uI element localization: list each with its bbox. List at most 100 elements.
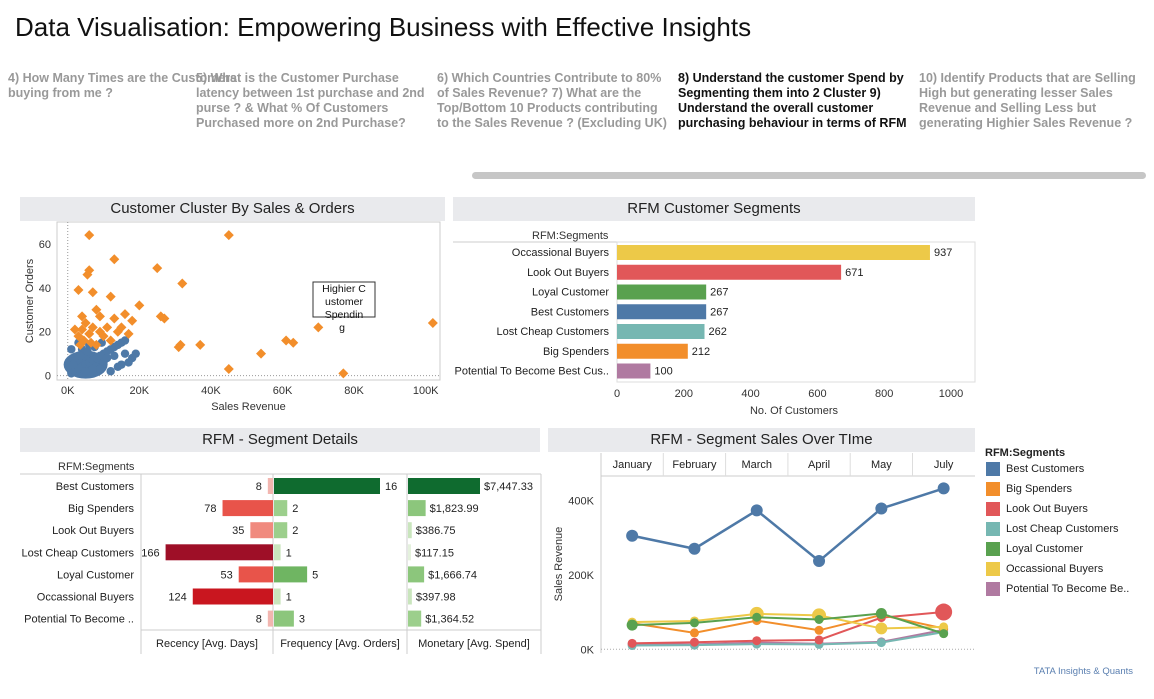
sales-point xyxy=(939,622,949,632)
sales-line xyxy=(631,487,945,563)
sales-month-label: April xyxy=(808,459,830,471)
legend-item[interactable]: Occassional Buyers xyxy=(986,561,1103,577)
details-category-label: Potential To Become .. xyxy=(24,614,134,626)
details-recency-bar xyxy=(250,522,273,539)
details-recency-label: 8 xyxy=(256,481,262,493)
cluster-point-high-spend xyxy=(175,339,186,350)
details-recency-bar xyxy=(222,500,273,517)
story-tab-5[interactable]: 10) Identify Products that are Selling H… xyxy=(919,71,1136,130)
legend-swatch xyxy=(986,522,1000,537)
cluster-annotation-line: g xyxy=(339,322,345,334)
sales-y-tick: 400K xyxy=(568,495,594,507)
segments-category-label: Big Spenders xyxy=(543,346,610,358)
legend-swatch xyxy=(986,562,1000,577)
cluster-point-customer xyxy=(102,353,112,363)
cluster-annotation-line: ustomer xyxy=(325,296,363,308)
cluster-point-high-spend xyxy=(152,263,163,274)
story-tab-1[interactable]: 4) How Many Times are the Customers buyi… xyxy=(8,71,238,100)
legend-label: Look Out Buyers xyxy=(1006,503,1088,515)
details-category-label: Best Customers xyxy=(56,481,135,493)
details-column-header: Monetary [Avg. Spend] xyxy=(418,638,530,650)
legend-swatch xyxy=(986,502,1000,517)
details-category-label: Occassional Buyers xyxy=(37,592,135,604)
legend-item[interactable]: Lost Cheap Customers xyxy=(986,521,1119,537)
segments-row-header: RFM:Segments xyxy=(532,230,609,242)
cluster-point-high-spend xyxy=(105,335,116,346)
legend-swatch xyxy=(986,542,1000,557)
sales-month-label: January xyxy=(613,459,653,471)
cluster-point-customer xyxy=(95,364,105,374)
story-tab-4[interactable]: 8) Understand the customer Spend by Segm… xyxy=(678,71,907,130)
legend-label: Lost Cheap Customers xyxy=(1006,523,1119,535)
segments-value-label: 262 xyxy=(709,326,727,338)
legend-item[interactable]: Loyal Customer xyxy=(986,541,1083,557)
cluster-point-high-spend xyxy=(84,328,95,339)
legend-swatch xyxy=(986,482,1000,497)
segments-bar xyxy=(617,304,707,320)
segments-panel-title: RFM Customer Segments xyxy=(453,197,975,221)
cluster-annotation-line: Spendin xyxy=(325,309,364,321)
legend-item[interactable]: Big Spenders xyxy=(986,481,1072,497)
details-frequency-bar xyxy=(274,544,281,561)
cluster-point-customer xyxy=(83,347,92,356)
legend-item[interactable]: Best Customers xyxy=(986,461,1084,477)
cluster-point-customer xyxy=(110,351,119,361)
details-frequency-bar xyxy=(274,478,380,494)
details-column-header: Frequency [Avg. Orders] xyxy=(280,638,400,650)
cluster-point-high-spend xyxy=(105,291,116,302)
legend-label: Occassional Buyers xyxy=(1006,563,1104,575)
cluster-point-customer xyxy=(81,367,90,376)
cluster-point-high-spend xyxy=(91,304,102,315)
sales-point xyxy=(814,635,824,645)
cluster-point-customer xyxy=(120,336,130,345)
legend-swatch xyxy=(986,462,1000,477)
cluster-point-customer xyxy=(68,360,78,369)
cluster-point-high-spend xyxy=(256,348,267,359)
cluster-point-customer xyxy=(117,360,126,369)
details-monetary-bar xyxy=(408,500,426,517)
sales-point xyxy=(875,622,888,635)
cluster-point-high-spend xyxy=(82,269,93,280)
segments-bar xyxy=(617,343,688,359)
legend-swatch xyxy=(986,582,1000,597)
segments-category-label: Look Out Buyers xyxy=(527,267,609,279)
segments-x-tick: 200 xyxy=(675,388,693,400)
sales-point xyxy=(875,502,888,515)
sales-line xyxy=(632,612,944,630)
details-monetary-bar xyxy=(408,522,412,539)
details-column-header: Recency [Avg. Days] xyxy=(156,638,258,650)
sales-point xyxy=(752,612,762,622)
segment-details-chart: RFM:Segments Best Customers 8 16 $7,447.33 Bi… xyxy=(20,461,542,654)
cluster-point-high-spend xyxy=(338,368,349,379)
cluster-point-high-spend xyxy=(134,300,145,311)
details-category-label: Loyal Customer xyxy=(57,569,134,581)
story-tab-2[interactable]: 5) What is the Customer Purchase latency… xyxy=(196,71,425,130)
details-monetary-label: $117.15 xyxy=(415,547,454,559)
details-monetary-label: $1,666.74 xyxy=(428,569,477,581)
cluster-annotation-line: Highier C xyxy=(322,283,366,295)
legend-label: Loyal Customer xyxy=(1006,543,1084,555)
cluster-point-customer xyxy=(106,367,115,376)
legend-item[interactable]: Look Out Buyers xyxy=(986,501,1088,517)
cluster-point-customer xyxy=(131,349,140,358)
segments-value-label: 267 xyxy=(710,306,728,318)
cluster-point-high-spend xyxy=(123,328,134,339)
cluster-point-high-spend xyxy=(120,309,131,320)
cluster-point-high-spend xyxy=(98,331,109,342)
segments-value-label: 100 xyxy=(654,366,672,378)
details-monetary-bar xyxy=(408,610,422,627)
sales-point xyxy=(752,636,762,646)
legend-title: RFM:Segments xyxy=(985,447,1066,459)
details-monetary-label: $397.98 xyxy=(416,592,456,604)
sales-y-tick: 200K xyxy=(568,570,594,582)
segments-bar xyxy=(617,363,651,379)
story-tab-3[interactable]: 6) Which Countries Contribute to 80% of … xyxy=(437,71,667,130)
segments-bar xyxy=(617,284,707,300)
details-category-label: Look Out Buyers xyxy=(52,525,134,537)
cluster-point-customer xyxy=(88,364,97,374)
details-category-label: Big Spenders xyxy=(68,503,135,515)
details-monetary-bar xyxy=(408,478,480,494)
story-scrollbar[interactable] xyxy=(472,172,1146,179)
sales-month-label: February xyxy=(672,459,717,471)
legend-item[interactable]: Potential To Become Be.. xyxy=(986,581,1129,597)
